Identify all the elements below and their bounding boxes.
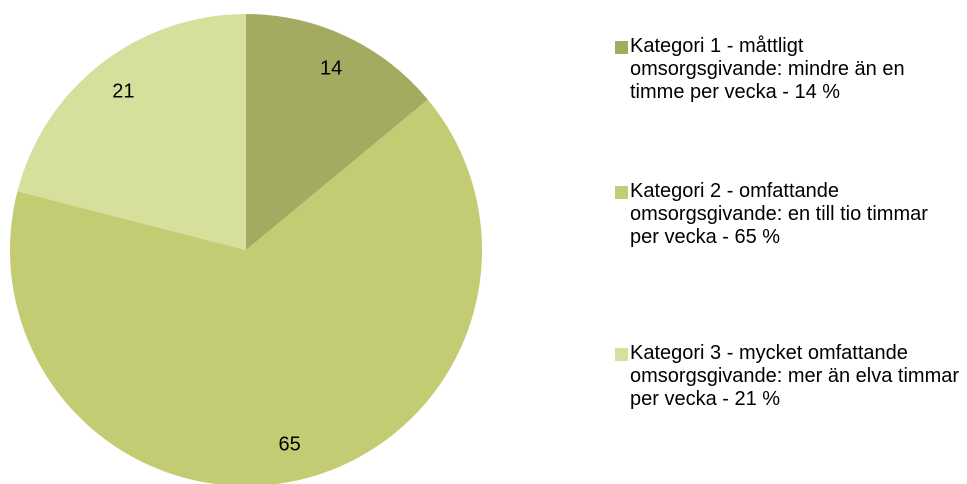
legend-item: Kategori 3 - mycket omfattande omsorgsgi…: [615, 342, 960, 411]
legend-item: Kategori 1 - måttligt omsorgsgivande: mi…: [615, 35, 960, 104]
data-label: 65: [279, 433, 301, 455]
data-label: 21: [112, 80, 134, 102]
pie-slice: [246, 14, 428, 250]
pie-slice: [17, 14, 247, 250]
legend-label: Kategori 3 - mycket omfattande omsorgsgi…: [630, 342, 960, 410]
legend-swatch: [615, 348, 628, 361]
legend-item: Kategori 2 - omfattande omsorgsgivande: …: [615, 180, 960, 249]
legend-label: Kategori 2 - omfattande omsorgsgivande: …: [630, 180, 928, 248]
pie-slice: [10, 99, 482, 484]
legend-swatch: [615, 41, 628, 54]
data-label: 14: [320, 57, 342, 79]
legend-label: Kategori 1 - måttligt omsorgsgivande: mi…: [630, 35, 905, 103]
legend-swatch: [615, 186, 628, 199]
